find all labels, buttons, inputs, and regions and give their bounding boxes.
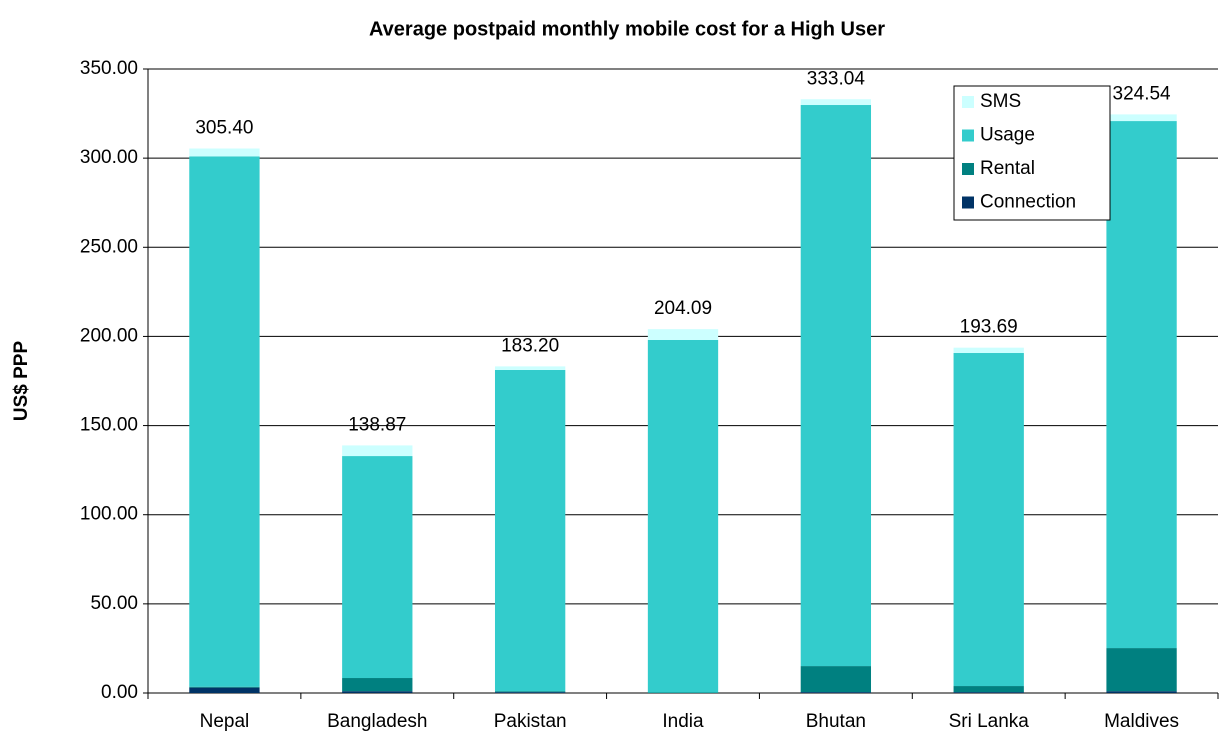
total-label: 193.69 bbox=[960, 317, 1018, 338]
x-tick-label: Bhutan bbox=[806, 711, 866, 732]
total-label: 138.87 bbox=[348, 414, 406, 435]
legend-swatch bbox=[962, 163, 974, 175]
bar-segment bbox=[1106, 648, 1177, 692]
bar-segment bbox=[800, 692, 872, 693]
bar-segment bbox=[494, 691, 566, 693]
y-tick-label: 150.00 bbox=[80, 415, 138, 436]
x-tick-label: Maldives bbox=[1104, 711, 1179, 732]
legend-label: Rental bbox=[980, 158, 1035, 179]
legend-swatch bbox=[962, 129, 974, 142]
bar-segment bbox=[1106, 121, 1177, 649]
bar-segment bbox=[800, 99, 872, 106]
y-tick-label: 0.00 bbox=[101, 682, 138, 703]
bar-segment bbox=[647, 329, 719, 340]
x-tick-label: Bangladesh bbox=[327, 711, 427, 732]
bar-segment bbox=[953, 353, 1024, 687]
legend-swatch bbox=[962, 196, 974, 209]
bar-segment bbox=[342, 678, 413, 692]
y-tick-label: 300.00 bbox=[80, 147, 138, 168]
bar-segment bbox=[342, 445, 413, 457]
bar-segment bbox=[189, 687, 260, 693]
bar-segment bbox=[494, 366, 566, 370]
total-label: 333.04 bbox=[807, 68, 866, 89]
bar-segment bbox=[800, 105, 872, 667]
bar-segment bbox=[1106, 691, 1177, 693]
x-tick-label: Sri Lanka bbox=[949, 711, 1030, 732]
bar-segment bbox=[800, 666, 872, 693]
bar-segment bbox=[342, 456, 413, 679]
y-tick-label: 350.00 bbox=[80, 58, 138, 79]
bar-segment bbox=[494, 369, 566, 692]
x-tick-label: Nepal bbox=[200, 711, 250, 732]
legend-box bbox=[953, 85, 1111, 221]
bar-segment bbox=[189, 148, 260, 157]
legend-label: Usage bbox=[980, 125, 1035, 146]
y-tick-label: 200.00 bbox=[80, 325, 138, 346]
total-label: 305.40 bbox=[195, 118, 253, 139]
bar-segment bbox=[189, 686, 260, 688]
legend-label: SMS bbox=[980, 91, 1021, 112]
bar-segment bbox=[494, 692, 566, 693]
y-tick-label: 50.00 bbox=[90, 593, 138, 614]
bar-segment bbox=[953, 686, 1024, 693]
chart-title: Average postpaid monthly mobile cost for… bbox=[369, 18, 885, 40]
bar-segment bbox=[953, 692, 1024, 693]
bar-segment bbox=[647, 692, 719, 693]
bar-segment bbox=[1106, 114, 1177, 122]
x-tick-label: Pakistan bbox=[494, 711, 567, 732]
total-label: 204.09 bbox=[654, 298, 712, 319]
bar-segment bbox=[953, 347, 1024, 354]
legend-label: Connection bbox=[980, 192, 1076, 213]
y-tick-label: 250.00 bbox=[80, 236, 138, 257]
legend-swatch bbox=[962, 96, 974, 108]
total-label: 324.54 bbox=[1113, 83, 1172, 104]
bar-segment bbox=[342, 691, 413, 693]
y-tick-label: 100.00 bbox=[80, 504, 138, 525]
bar-segment bbox=[189, 156, 260, 687]
x-tick-label: India bbox=[662, 711, 704, 732]
total-label: 183.20 bbox=[501, 335, 559, 356]
y-axis-label: US$ PPP bbox=[11, 341, 32, 422]
bar-segment bbox=[647, 339, 719, 693]
